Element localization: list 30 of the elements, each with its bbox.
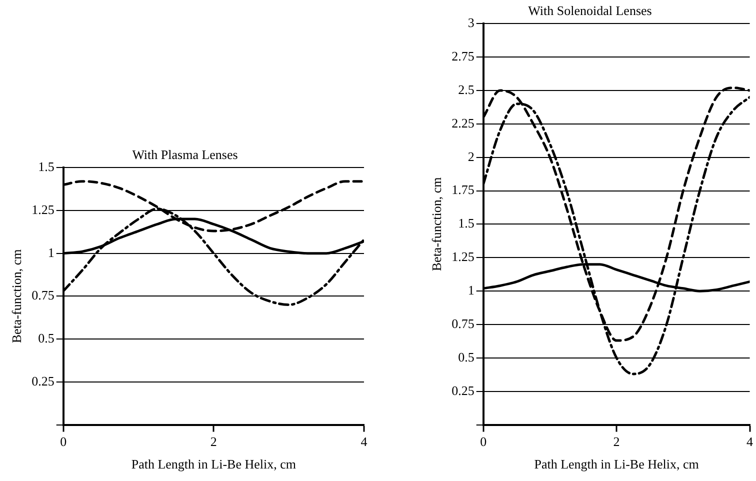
- y-tick-label: 1.25: [32, 202, 54, 217]
- y-tick-label: 0.5: [38, 330, 54, 346]
- y-tick-label: 1.5: [458, 216, 474, 231]
- y-tick-label: 1.75: [452, 182, 474, 198]
- y-tick-label: 0.75: [452, 316, 474, 331]
- y-tick-label: 2.25: [452, 115, 474, 130]
- y-tick-label: 3: [468, 15, 474, 30]
- x-tick-label: 0: [60, 434, 67, 450]
- x-tick-label: 2: [613, 434, 620, 450]
- chart-title: With Plasma Lenses: [132, 147, 238, 162]
- chart-title: With Solenoidal Lenses: [528, 3, 652, 18]
- y-tick-label: 1: [48, 244, 54, 260]
- x-tick-label: 4: [746, 434, 754, 450]
- y-tick-label: 2.5: [458, 82, 474, 97]
- x-tick-label: 2: [210, 434, 217, 450]
- y-tick-label: 2: [468, 148, 474, 164]
- y-tick-label: 0.75: [32, 288, 54, 303]
- y-tick-label: 0.5: [458, 349, 474, 364]
- y-axis-title: Beta-function, cm: [429, 177, 444, 272]
- y-tick-label: 1.5: [38, 159, 54, 174]
- y-axis-title: Beta-function, cm: [9, 249, 24, 344]
- x-axis-title: Path Length in Li-Be Helix, cm: [131, 456, 296, 472]
- y-tick-label: 1.25: [452, 249, 474, 264]
- x-tick-label: 0: [480, 434, 487, 450]
- y-tick-label: 2.75: [452, 48, 474, 64]
- y-tick-label: 0.25: [452, 382, 474, 398]
- x-axis-title: Path Length in Li-Be Helix, cm: [534, 456, 699, 472]
- y-tick-label: 1: [468, 282, 474, 298]
- x-tick-label: 4: [360, 434, 368, 450]
- y-tick-label: 0.25: [32, 373, 54, 388]
